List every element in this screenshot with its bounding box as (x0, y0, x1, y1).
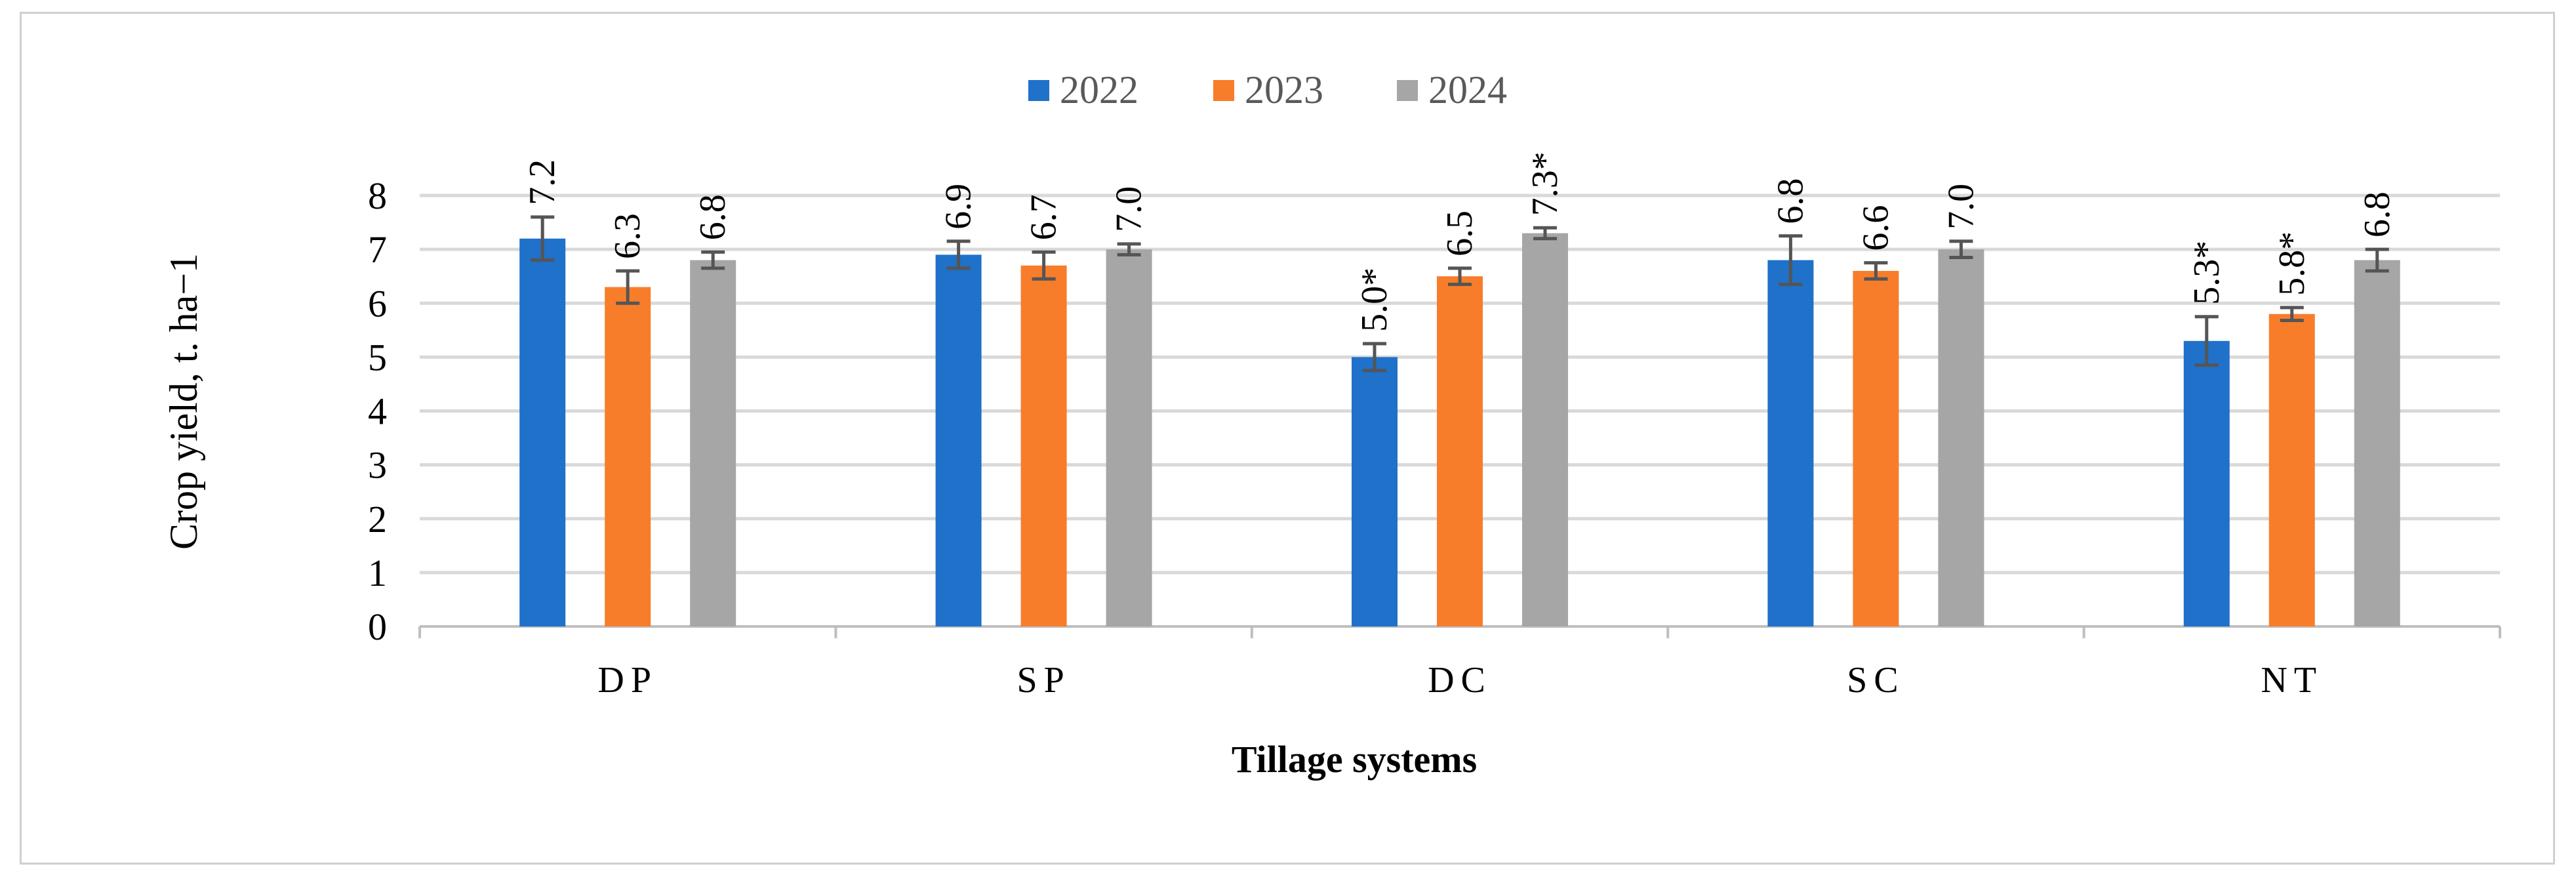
x-tick-label: SC (1847, 660, 1905, 701)
data-label: 6.3 (607, 213, 648, 259)
bar-2023-SC[interactable] (1853, 270, 1899, 627)
legend-swatch-2023[interactable] (1213, 80, 1234, 101)
bar-2022-DP[interactable] (519, 238, 566, 626)
bar-2024-NT[interactable] (2354, 260, 2400, 626)
legend[interactable]: 2022 2023 2024 (1028, 68, 1507, 112)
bar-2022-NT[interactable] (2183, 340, 2230, 626)
data-label: 6.5 (1439, 211, 1480, 256)
y-axis-label: Crop yield, t. ha−1 (162, 253, 205, 550)
bar-2022-SC[interactable] (1767, 260, 1814, 626)
bar-2024-DP[interactable] (690, 260, 736, 626)
x-tick-label: DP (597, 660, 658, 701)
y-tick-label: 7 (368, 228, 387, 271)
legend-swatch-2024[interactable] (1397, 80, 1418, 101)
data-label: 6.8 (1770, 178, 1811, 224)
bar-2023-DC[interactable] (1437, 276, 1483, 626)
y-tick-label: 5 (368, 336, 387, 378)
bar-2023-NT[interactable] (2268, 314, 2315, 626)
x-tick-label: NT (2261, 660, 2323, 701)
data-label: 5.3* (2186, 241, 2227, 305)
data-label: 7.0 (1109, 186, 1150, 232)
axes: 0 1 2 3 4 5 6 7 8 DP SP DC SC NT (368, 174, 2501, 701)
x-tick-label: SP (1016, 660, 1070, 701)
bar-2024-DC[interactable] (1522, 233, 1568, 626)
data-label: 6.9 (938, 184, 979, 230)
data-label: 6.8 (2357, 192, 2398, 237)
bar-2023-DP[interactable] (605, 287, 651, 626)
data-label: 5.8* (2272, 232, 2312, 296)
data-labels: 7.2 6.3 6.8 6.9 6.7 7.0 5.0* 6.5 7.3* 6.8 6.6 7.0 5.… (522, 152, 2398, 332)
data-label: 7.3* (1525, 152, 1565, 216)
bar-2022-SP[interactable] (935, 255, 982, 626)
bars (519, 215, 2400, 627)
x-tick-label: DC (1428, 660, 1492, 701)
bar-2024-SP[interactable] (1106, 249, 1152, 626)
data-label: 5.0* (1354, 268, 1395, 332)
legend-swatch-2022[interactable] (1028, 80, 1049, 101)
data-label: 7.0 (1941, 184, 1981, 230)
y-tick-label: 6 (368, 282, 387, 325)
data-label: 6.6 (1855, 205, 1896, 251)
x-axis-label: Tillage systems (1232, 738, 1477, 781)
bar-2024-SC[interactable] (1938, 249, 1984, 626)
chart-frame (20, 12, 2555, 865)
y-tick-label: 3 (368, 444, 387, 487)
legend-label-2024[interactable]: 2024 (1428, 68, 1507, 112)
bar-2023-SP[interactable] (1020, 265, 1067, 626)
data-label: 7.2 (522, 159, 563, 205)
legend-label-2022[interactable]: 2022 (1060, 68, 1138, 112)
y-tick-label: 2 (368, 498, 387, 541)
legend-label-2023[interactable]: 2023 (1245, 68, 1323, 112)
data-label: 6.8 (693, 194, 733, 240)
y-tick-label: 0 (368, 605, 387, 648)
y-tick-label: 4 (368, 390, 387, 433)
data-label: 6.7 (1024, 194, 1064, 240)
bar-2022-DC[interactable] (1352, 357, 1398, 626)
y-tick-label: 1 (368, 552, 387, 594)
y-tick-label: 8 (368, 174, 387, 217)
